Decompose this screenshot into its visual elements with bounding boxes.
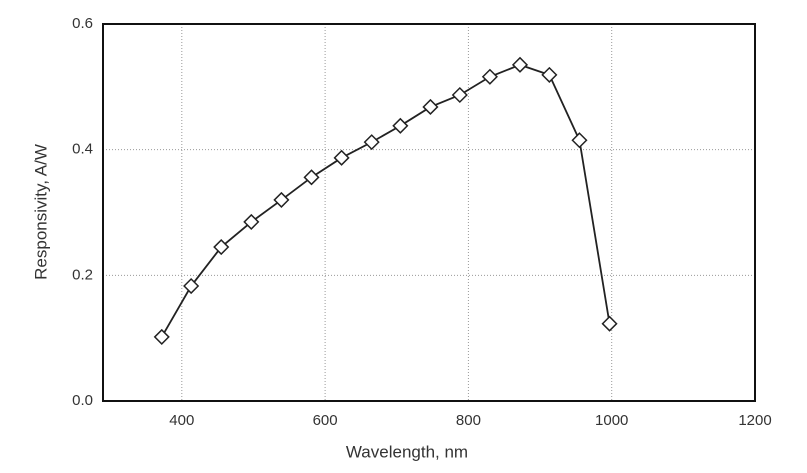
marker [333, 149, 350, 166]
y-tick-label: 0.2 [72, 266, 93, 283]
y-tick-label: 0.6 [72, 15, 93, 32]
x-tick-label: 1200 [738, 412, 771, 429]
marker [541, 66, 558, 83]
y-axis-label: Responsivity, A/W [31, 144, 50, 280]
marker [422, 98, 439, 116]
marker [303, 169, 320, 186]
line [160, 63, 611, 338]
marker [213, 238, 230, 256]
marker [481, 68, 498, 85]
x-axis-label: Wavelength, nm [346, 442, 468, 461]
marker [601, 315, 618, 332]
marker [451, 86, 468, 104]
marker [363, 134, 380, 151]
x-tick-label: 1000 [595, 412, 628, 429]
marker [153, 328, 170, 345]
marker [511, 56, 529, 73]
marker [392, 117, 409, 134]
y-tick-label: 0.4 [72, 141, 93, 158]
x-tick-label: 800 [456, 412, 481, 429]
x-tick-label: 600 [313, 412, 338, 429]
x-tick-label: 400 [169, 412, 194, 429]
plot-frame [102, 23, 756, 402]
marker [273, 191, 290, 208]
marker [243, 213, 260, 230]
marker [571, 132, 588, 149]
y-tick-label: 0.0 [72, 392, 93, 409]
marker [183, 277, 200, 295]
